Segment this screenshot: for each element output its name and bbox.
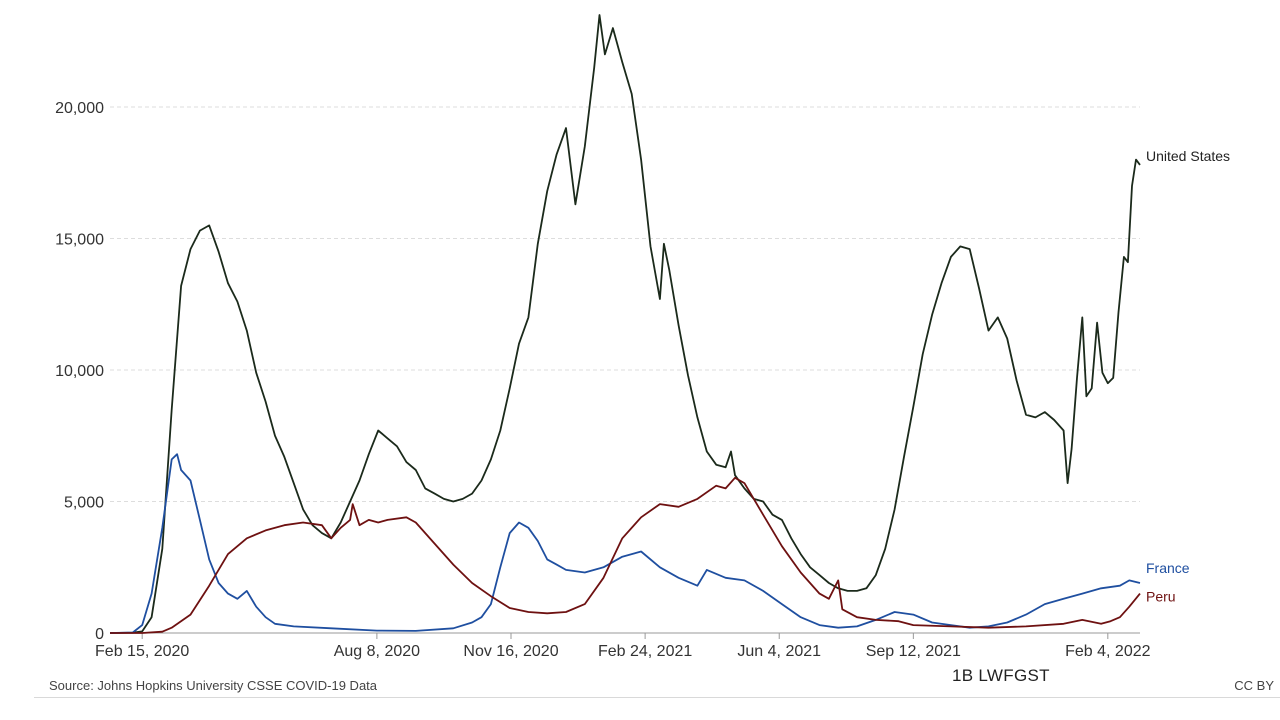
- watermark-text: 1B LWFGST: [952, 666, 1050, 685]
- series-label: United States: [1146, 148, 1230, 164]
- y-tick-label: 0: [95, 626, 104, 643]
- series-lines: [109, 14, 1141, 634]
- source-note: Source: Johns Hopkins University CSSE CO…: [49, 678, 378, 693]
- y-tick-label: 15,000: [55, 232, 104, 249]
- axes: 0 5,000 10,000 15,000 20,000 Feb 15, 2020 Aug …: [55, 100, 1151, 660]
- y-tick-label: 10,000: [55, 363, 104, 380]
- license-link[interactable]: CC BY: [1234, 678, 1274, 693]
- y-tick-label: 5,000: [64, 495, 104, 512]
- series-label: Peru: [1146, 589, 1176, 605]
- series-line-france: [109, 453, 1141, 634]
- series-line-peru: [110, 476, 1141, 634]
- footer-divider: [34, 697, 1280, 698]
- x-tick-label: Sep 12, 2021: [866, 643, 961, 660]
- x-tick-label: Jun 4, 2021: [737, 643, 821, 660]
- series-label: France: [1146, 560, 1190, 576]
- x-tick-label: Aug 8, 2020: [334, 643, 420, 660]
- x-tick-label: Feb 24, 2021: [598, 643, 692, 660]
- x-tick-label: Feb 4, 2022: [1065, 643, 1151, 660]
- x-tick-label: Feb 15, 2020: [95, 643, 189, 660]
- x-tick-label: Nov 16, 2020: [463, 643, 558, 660]
- series-line-united-states: [109, 14, 1141, 634]
- y-tick-label: 20,000: [55, 100, 104, 117]
- gridlines: [110, 106, 1140, 503]
- series-labels: United States France Peru: [1146, 148, 1230, 605]
